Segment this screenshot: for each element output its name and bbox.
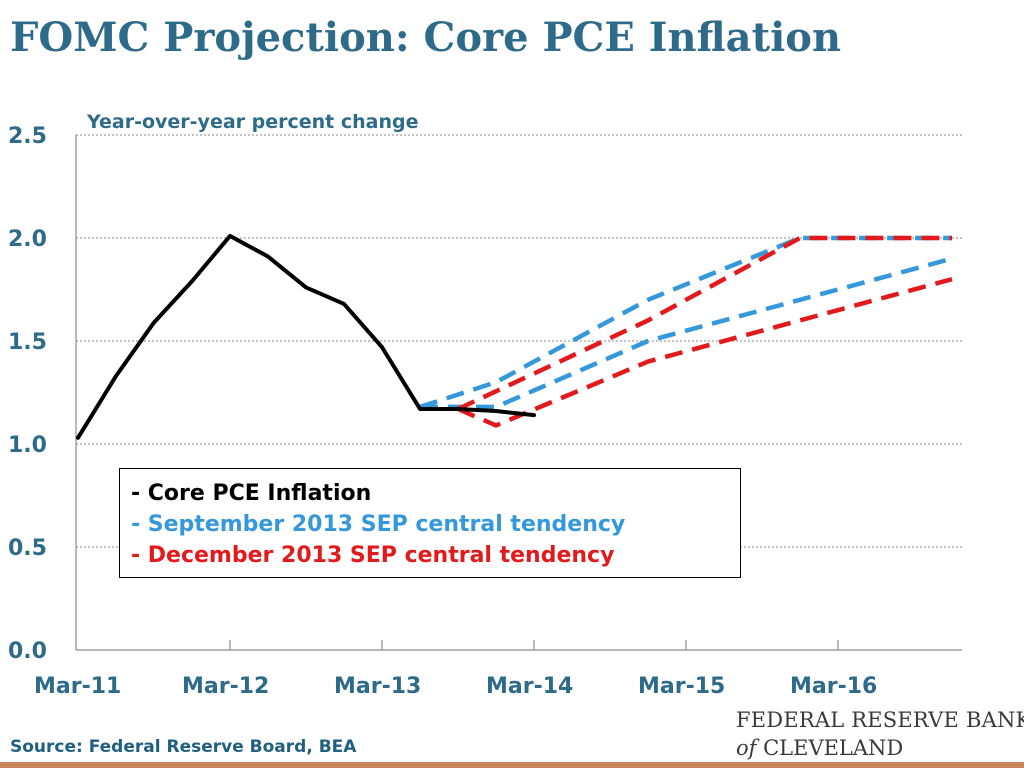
y-tick-label-2.0: 2.0 <box>8 227 47 252</box>
x-tick-label-Mar-13: Mar-13 <box>334 674 421 699</box>
december-sep-line-lower <box>457 277 953 428</box>
x-tick-label-Mar-14: Mar-14 <box>486 674 573 699</box>
x-tick-label-Mar-12: Mar-12 <box>182 674 269 699</box>
x-tick-label-Mar-11: Mar-11 <box>34 674 121 699</box>
logo-line2: of CLEVELAND <box>736 734 1024 762</box>
y-tick-label-2.5: 2.5 <box>8 124 47 149</box>
logo-line1: FEDERAL RESERVE BANK <box>736 708 1024 732</box>
logo-of: of <box>736 736 757 760</box>
federal-reserve-logo: FEDERAL RESERVE BANK of CLEVELAND <box>736 706 1024 762</box>
y-tick-label-0.5: 0.5 <box>8 536 47 561</box>
logo-cleveland: CLEVELAND <box>756 736 904 760</box>
december-sep-line-upper <box>457 235 952 412</box>
y-tick-label-0.0: 0.0 <box>8 639 47 664</box>
slide-title: FOMC Projection: Core PCE Inflation <box>10 14 842 61</box>
legend-item-core-pce: - Core PCE Inflation <box>131 481 372 506</box>
legend-item-september-sep: - September 2013 SEP central tendency <box>131 512 626 537</box>
x-tick-label-Mar-15: Mar-15 <box>638 674 725 699</box>
tick-labels: 0.0 0.5 1.0 1.5 2.0 2.5 Mar-11 Mar-12 Mar-13 Mar-… <box>8 124 877 699</box>
y-tick-label-1.0: 1.0 <box>8 433 47 458</box>
y-tick-label-1.5: 1.5 <box>8 330 47 355</box>
footer-accent-rule <box>0 762 1024 768</box>
x-tick-label-Mar-16: Mar-16 <box>790 674 877 699</box>
legend-item-december-sep: - December 2013 SEP central tendency <box>131 543 615 568</box>
y-axis-unit-label: Year-over-year percent change <box>87 111 419 133</box>
september-sep-line-lower <box>420 256 953 410</box>
september-sep-line-upper <box>419 235 952 410</box>
chart-legend: - Core PCE Inflation - September 2013 SE… <box>119 468 741 578</box>
series-lines <box>76 233 953 440</box>
axes <box>75 135 962 651</box>
core-pce-line <box>76 233 536 440</box>
source-note: Source: Federal Reserve Board, BEA <box>10 737 357 757</box>
